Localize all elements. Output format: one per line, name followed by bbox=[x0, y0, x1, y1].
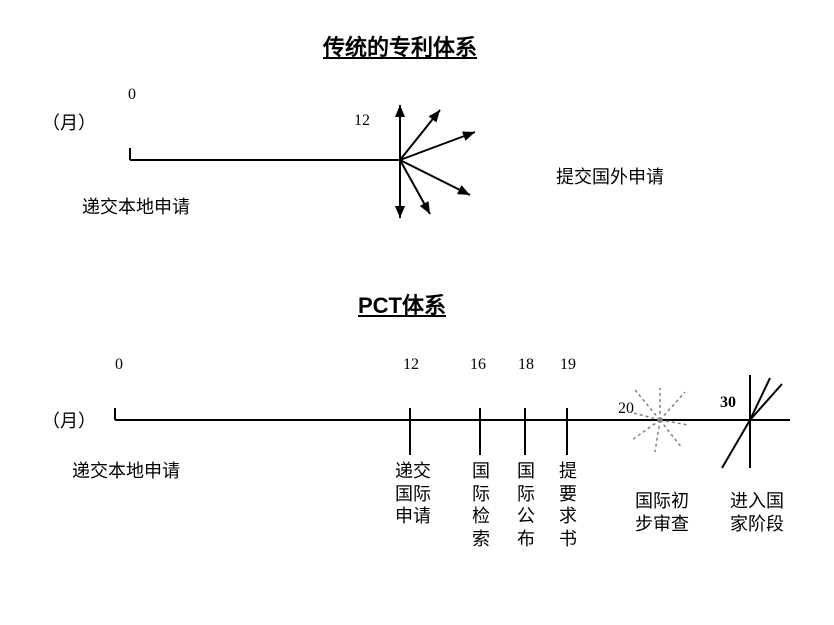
diagram-container: 传统的专利体系 PCT体系 （月） 递交本地申请 提交国外申请 0 12 （月）… bbox=[0, 0, 834, 625]
svg-layer bbox=[0, 0, 834, 625]
